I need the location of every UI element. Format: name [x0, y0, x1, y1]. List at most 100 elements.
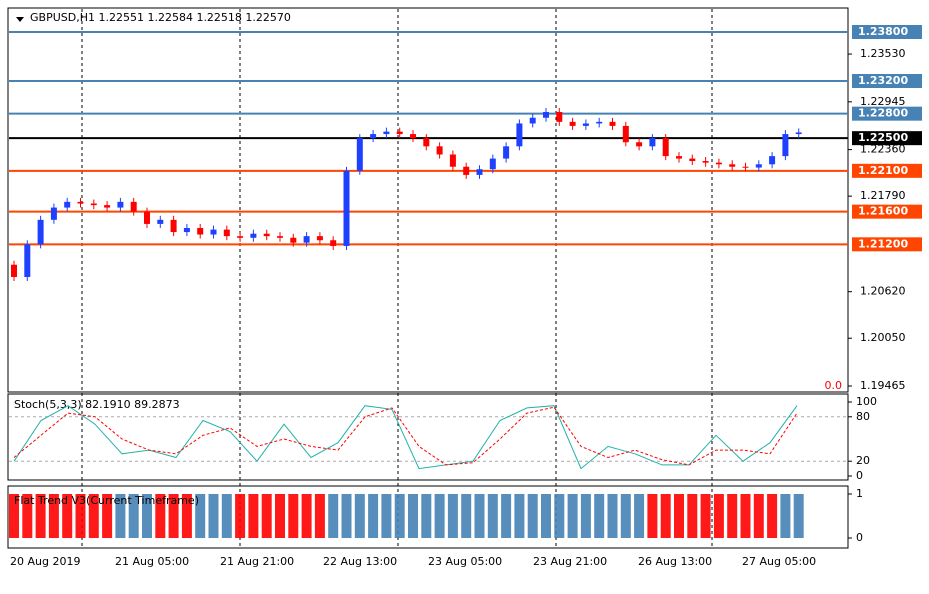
candle-body — [609, 121, 616, 126]
candle-body — [316, 236, 323, 241]
trend-bar — [487, 494, 498, 538]
level-label: 1.22100 — [858, 164, 908, 177]
candle-body — [662, 138, 669, 157]
level-box — [852, 131, 922, 146]
trend-bar — [447, 494, 458, 538]
candle-body — [50, 207, 57, 220]
level-box — [852, 163, 922, 178]
trend-bar — [62, 494, 73, 538]
trend-bar — [527, 494, 538, 538]
trend-bar — [434, 494, 445, 538]
candle-body — [449, 154, 456, 167]
candle-body — [157, 219, 164, 224]
y-tick-label: 1.19465 — [860, 379, 906, 392]
trend-bar — [75, 494, 86, 538]
trend-bar — [88, 494, 99, 538]
candle-body — [755, 164, 762, 168]
zero-note: 0.0 — [825, 379, 843, 392]
candle-body — [197, 227, 204, 235]
level-label: 1.22800 — [858, 107, 908, 120]
stoch-tick-label: 20 — [856, 454, 870, 467]
trend-bar — [700, 494, 711, 538]
stoch-header: Stoch(5,3,3) 82.1910 89.2873 — [14, 398, 180, 411]
candle-body — [715, 162, 722, 165]
y-tick-label: 1.20620 — [860, 285, 906, 298]
level-label: 1.23200 — [858, 74, 908, 87]
candle-body — [330, 240, 337, 246]
trend-bar — [128, 494, 139, 538]
candle-body — [543, 112, 549, 118]
trend-bar — [22, 494, 33, 538]
trend-bar — [713, 494, 724, 538]
candle-body — [104, 205, 111, 208]
trend-bar — [634, 494, 645, 538]
trend-bar — [740, 494, 751, 538]
chart-header: GBPUSD,H1 1.22551 1.22584 1.22518 1.2257… — [30, 11, 291, 24]
trend-tick-label: 1 — [856, 487, 863, 500]
y-tick-label: 1.22945 — [860, 95, 906, 108]
trend-bar — [208, 494, 219, 538]
trend-bar — [541, 494, 551, 538]
candle-body — [370, 134, 377, 139]
trend-bar — [394, 494, 405, 538]
x-label: 23 Aug 21:00 — [533, 555, 607, 568]
x-label: 22 Aug 13:00 — [323, 555, 397, 568]
candle-body — [410, 134, 416, 139]
candle-body — [769, 156, 776, 165]
candle-body — [64, 201, 71, 208]
trend-bar — [354, 494, 365, 538]
trend-bar — [168, 494, 179, 538]
level-box — [852, 25, 922, 39]
candle-body — [250, 233, 257, 238]
level-box — [852, 106, 922, 121]
trend-bar — [155, 494, 166, 538]
trend-bar — [674, 494, 684, 538]
trend-bar — [221, 494, 232, 538]
trend-tick-label: 0 — [856, 531, 863, 544]
level-label: 1.22500 — [858, 131, 908, 144]
candle-body — [556, 112, 563, 122]
trend-bar — [461, 494, 472, 538]
level-box — [852, 204, 922, 219]
trend-bar — [102, 494, 113, 538]
candle-body — [742, 166, 749, 168]
candle-body — [463, 166, 470, 175]
trend-bar — [767, 494, 778, 538]
trend-bar — [687, 494, 698, 538]
main-panel — [7, 7, 849, 393]
candle-body — [529, 117, 536, 124]
x-label: 21 Aug 05:00 — [115, 555, 189, 568]
trend-bar — [248, 494, 259, 538]
candle-body — [303, 236, 310, 243]
dropdown-icon[interactable] — [16, 17, 24, 22]
trend-bar — [514, 494, 525, 538]
trend-bar — [314, 494, 325, 538]
candle-body — [183, 227, 190, 233]
trend-bar — [421, 494, 432, 538]
candle-body — [729, 164, 736, 167]
level-box — [852, 73, 922, 88]
candle-body — [11, 264, 17, 277]
stoch-tick-label: 80 — [856, 410, 870, 423]
candle-body — [37, 219, 44, 245]
trend-bar — [181, 494, 192, 538]
stoch-d — [13, 406, 798, 466]
candle-body — [636, 142, 643, 147]
candle-body — [396, 131, 403, 135]
trend-bar — [235, 494, 246, 538]
x-label: 26 Aug 13:00 — [638, 555, 712, 568]
candle-body — [90, 203, 97, 206]
y-tick-label: 1.21790 — [860, 189, 906, 202]
trend-bar — [647, 494, 658, 538]
candle-body — [423, 138, 430, 147]
candle-body — [210, 229, 217, 235]
trend-bar — [408, 494, 418, 538]
trend-bar — [753, 494, 764, 538]
trend-bar — [48, 494, 59, 538]
x-label: 21 Aug 21:00 — [220, 555, 294, 568]
candle-body — [24, 244, 31, 277]
trend-bar — [580, 494, 591, 538]
candle-body — [237, 236, 244, 238]
candle-body — [649, 138, 656, 147]
trend-bar — [620, 494, 631, 538]
